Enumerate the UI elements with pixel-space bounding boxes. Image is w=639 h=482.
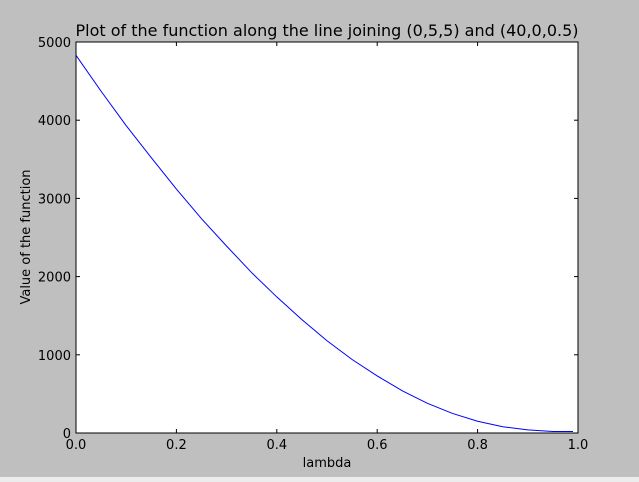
y-tick-label: 5000 [38, 36, 71, 51]
x-tick-label: 0.4 [266, 438, 287, 453]
x-tick-label: 1.0 [568, 438, 589, 453]
y-tick-label: 3000 [38, 192, 71, 207]
x-tick-label: 0.6 [367, 438, 388, 453]
y-tick-label: 0 [63, 427, 71, 442]
axes-background [76, 42, 578, 433]
axes-frame [75, 41, 579, 434]
ticks-layer [75, 41, 579, 434]
x-tick-labels: 0.0 0.2 0.4 0.6 0.8 1.0 [66, 438, 589, 453]
x-tick-label: 0.8 [467, 438, 488, 453]
x-tick-label: 0.2 [166, 438, 187, 453]
series-line-0 [75, 55, 573, 432]
y-tick-label: 1000 [38, 349, 71, 364]
y-tick-labels: 0 1000 2000 3000 4000 5000 [38, 36, 71, 442]
chart-title: Plot of the function along the line join… [75, 21, 578, 40]
y-axis-label: Value of the function [19, 169, 34, 304]
y-tick-label: 2000 [38, 271, 71, 286]
x-axis-label: lambda [303, 456, 352, 471]
window-bottom-strip [0, 477, 639, 482]
x-tick-label: 0.0 [66, 438, 87, 453]
series-layer [75, 55, 573, 432]
y-tick-label: 4000 [38, 114, 71, 129]
